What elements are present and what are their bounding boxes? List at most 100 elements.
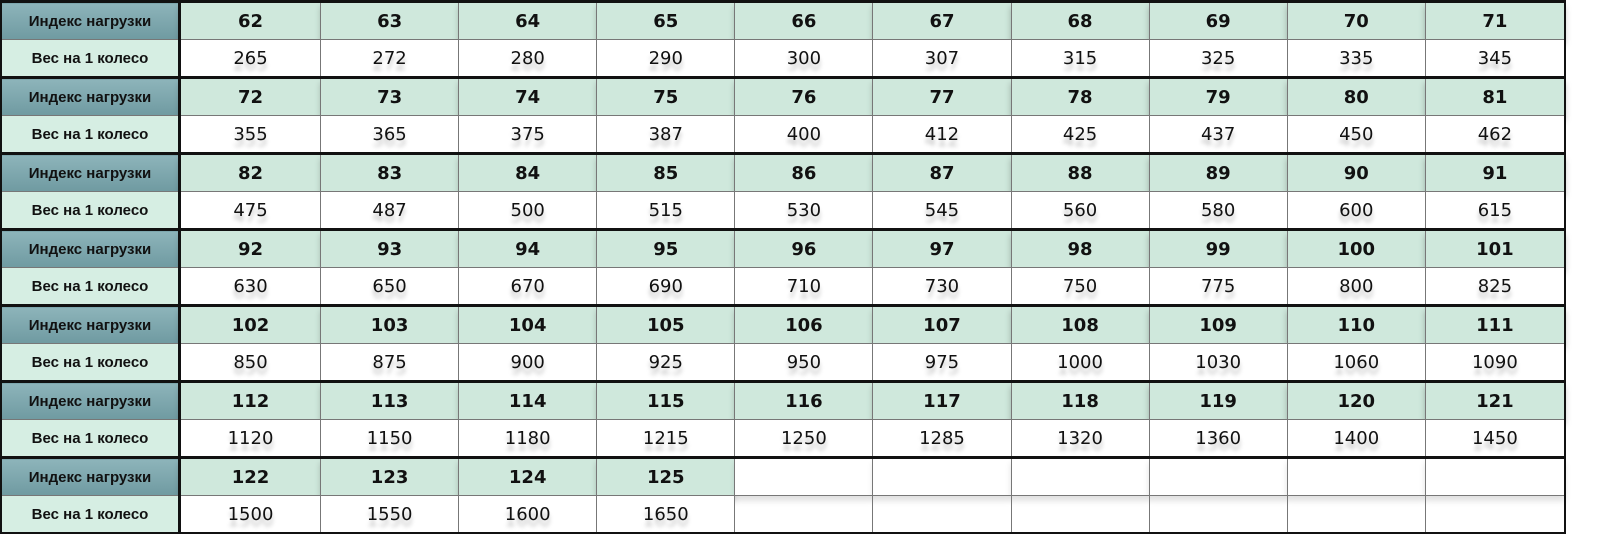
weight-cell: 425 — [1010, 115, 1150, 154]
weight-cell: 825 — [1424, 267, 1566, 306]
weight-cell: 1400 — [1286, 419, 1426, 458]
weight-cell: 670 — [458, 267, 598, 306]
load-index-cell: 108 — [1010, 305, 1150, 344]
load-index-cell: 124 — [458, 457, 598, 496]
weight-cell: 1250 — [734, 419, 874, 458]
weight-cell: 1180 — [458, 419, 598, 458]
weight-cell: 1600 — [458, 495, 598, 534]
empty-cell — [1424, 457, 1566, 496]
load-index-cell: 92 — [178, 229, 322, 268]
weight-cell: 450 — [1286, 115, 1426, 154]
load-index-cell: 62 — [178, 1, 322, 40]
empty-cell — [1286, 457, 1426, 496]
load-index-cell: 111 — [1424, 305, 1566, 344]
load-index-cell: 83 — [320, 153, 460, 192]
load-index-cell: 71 — [1424, 1, 1566, 40]
load-index-cell: 82 — [178, 153, 322, 192]
index-label: Индекс нагрузки — [0, 457, 181, 496]
weight-cell: 1650 — [596, 495, 736, 534]
empty-cell — [734, 457, 874, 496]
index-label: Индекс нагрузки — [0, 77, 181, 116]
weight-cell: 1150 — [320, 419, 460, 458]
index-row: Индекс нагрузки 122 123 124 125 — [0, 457, 1566, 496]
weight-cell: 400 — [734, 115, 874, 154]
weight-row: Вес на 1 колесо 1500 1550 1600 1650 — [0, 495, 1566, 534]
load-index-table: Индекс нагрузки 62 63 64 65 66 67 68 69 70 71 Вес н… — [0, 0, 1566, 534]
load-index-cell: 113 — [320, 381, 460, 420]
load-index-cell: 84 — [458, 153, 598, 192]
empty-cell — [872, 495, 1012, 534]
weight-cell: 290 — [596, 39, 736, 78]
load-index-cell: 99 — [1148, 229, 1288, 268]
load-index-cell: 94 — [458, 229, 598, 268]
load-index-cell: 119 — [1148, 381, 1288, 420]
weight-cell: 630 — [178, 267, 322, 306]
load-index-cell: 75 — [596, 77, 736, 116]
weight-cell: 272 — [320, 39, 460, 78]
load-index-cell: 102 — [178, 305, 322, 344]
load-index-cell: 104 — [458, 305, 598, 344]
weight-cell: 345 — [1424, 39, 1566, 78]
weight-cell: 1450 — [1424, 419, 1566, 458]
weight-cell: 387 — [596, 115, 736, 154]
weight-cell: 775 — [1148, 267, 1288, 306]
index-row: Индекс нагрузки 112 113 114 115 116 117 118 119 1… — [0, 381, 1566, 420]
load-index-cell: 98 — [1010, 229, 1150, 268]
load-index-cell: 93 — [320, 229, 460, 268]
load-index-cell: 110 — [1286, 305, 1426, 344]
weight-label: Вес на 1 колесо — [0, 419, 181, 458]
index-row: Индекс нагрузки 82 83 84 85 86 87 88 89 90 91 — [0, 153, 1566, 192]
weight-cell: 1060 — [1286, 343, 1426, 382]
load-index-cell: 106 — [734, 305, 874, 344]
load-index-cell: 77 — [872, 77, 1012, 116]
load-index-cell: 80 — [1286, 77, 1426, 116]
load-index-cell: 67 — [872, 1, 1012, 40]
weight-cell: 500 — [458, 191, 598, 230]
weight-cell: 950 — [734, 343, 874, 382]
weight-cell: 925 — [596, 343, 736, 382]
load-index-cell: 95 — [596, 229, 736, 268]
empty-cell — [1148, 495, 1288, 534]
index-row: Индекс нагрузки 62 63 64 65 66 67 68 69 70 71 — [0, 1, 1566, 40]
weight-cell: 437 — [1148, 115, 1288, 154]
weight-label: Вес на 1 колесо — [0, 267, 181, 306]
load-index-cell: 97 — [872, 229, 1012, 268]
load-index-cell: 125 — [596, 457, 736, 496]
load-index-cell: 85 — [596, 153, 736, 192]
load-index-cell: 91 — [1424, 153, 1566, 192]
weight-cell: 530 — [734, 191, 874, 230]
index-row: Индекс нагрузки 92 93 94 95 96 97 98 99 100 101 — [0, 229, 1566, 268]
empty-cell — [1010, 495, 1150, 534]
load-index-cell: 105 — [596, 305, 736, 344]
weight-cell: 975 — [872, 343, 1012, 382]
load-index-cell: 120 — [1286, 381, 1426, 420]
weight-row: Вес на 1 колесо 355 365 375 387 400 412 425 437 4… — [0, 115, 1566, 154]
load-index-cell: 63 — [320, 1, 460, 40]
weight-cell: 1000 — [1010, 343, 1150, 382]
load-index-cell: 87 — [872, 153, 1012, 192]
weight-cell: 475 — [178, 191, 322, 230]
load-index-cell: 103 — [320, 305, 460, 344]
empty-cell — [1424, 495, 1566, 534]
load-index-cell: 64 — [458, 1, 598, 40]
load-index-cell: 96 — [734, 229, 874, 268]
weight-row: Вес на 1 колесо 265 272 280 290 300 307 315 325 3… — [0, 39, 1566, 78]
load-index-cell: 118 — [1010, 381, 1150, 420]
weight-cell: 487 — [320, 191, 460, 230]
weight-label: Вес на 1 колесо — [0, 115, 181, 154]
load-index-cell: 100 — [1286, 229, 1426, 268]
weight-cell: 615 — [1424, 191, 1566, 230]
index-label: Индекс нагрузки — [0, 153, 181, 192]
load-index-cell: 69 — [1148, 1, 1288, 40]
index-label: Индекс нагрузки — [0, 1, 181, 40]
weight-cell: 875 — [320, 343, 460, 382]
weight-cell: 690 — [596, 267, 736, 306]
weight-row: Вес на 1 колесо 1120 1150 1180 1215 1250 1285 1… — [0, 419, 1566, 458]
index-row: Индекс нагрузки 102 103 104 105 106 107 108 109 1… — [0, 305, 1566, 344]
weight-cell: 307 — [872, 39, 1012, 78]
weight-cell: 462 — [1424, 115, 1566, 154]
weight-label: Вес на 1 колесо — [0, 343, 181, 382]
weight-cell: 750 — [1010, 267, 1150, 306]
weight-cell: 315 — [1010, 39, 1150, 78]
index-label: Индекс нагрузки — [0, 305, 181, 344]
